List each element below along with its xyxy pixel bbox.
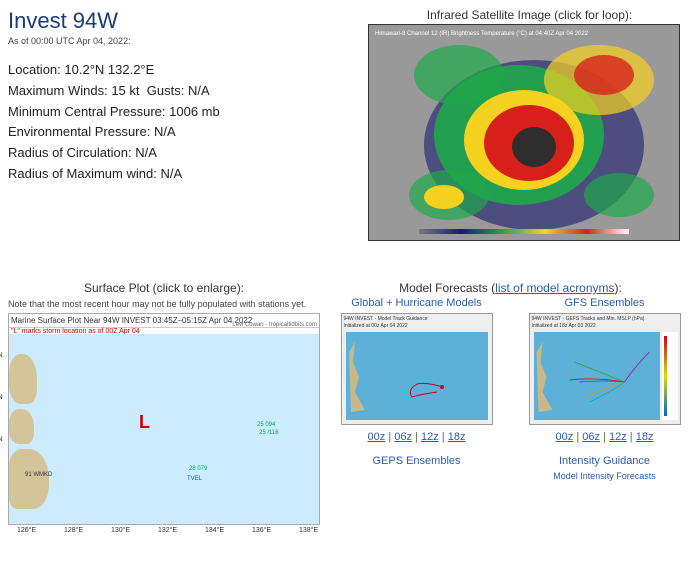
sat-image[interactable]: Himawari-8 Channel 12 (IR) Brightness Te…	[368, 24, 680, 241]
time-link-00z[interactable]: 00z	[556, 431, 574, 443]
time-link-18z[interactable]: 18z	[448, 431, 466, 443]
map-area: L 25 094 25 /116 91 WMKD 28 079 TVEL 14°…	[9, 334, 319, 524]
station-obs: 25 094	[257, 422, 275, 428]
land-shape	[9, 449, 49, 509]
thumb-sub: Initialized at 18z Apr 03 2022	[532, 323, 596, 329]
thumb-title: 94W INVEST - Model Track Guidance	[344, 316, 428, 322]
axis-label: 134°E	[205, 527, 224, 534]
axis-label: 138°E	[299, 527, 318, 534]
global-models-label: Global + Hurricane Models	[330, 297, 503, 309]
axis-label: 136°E	[252, 527, 271, 534]
surface-plot[interactable]: Marine Surface Plot Near 94W INVEST 03:4…	[8, 313, 320, 525]
sat-caption: Himawari-8 Channel 12 (IR) Brightness Te…	[375, 31, 589, 37]
axis-label: 10°N	[0, 436, 3, 443]
station-obs: 91 WMKD	[25, 472, 52, 478]
thumb-map	[534, 332, 660, 420]
time-link-12z[interactable]: 12z	[609, 431, 627, 443]
param-maxwind: Maximum Winds: 15 kt Gusts: N/A	[8, 81, 358, 102]
intensity-guidance-label: Intensity Guidance	[518, 455, 691, 467]
thumb-title: 94W INVEST - GEFS Tracks and Min. MSLP (…	[532, 316, 645, 322]
thumb-map	[346, 332, 488, 420]
acronyms-link[interactable]: list of model acronyms	[495, 281, 614, 295]
land-shape	[9, 354, 37, 404]
station-obs: 28 079	[189, 466, 207, 472]
param-mcp: Minimum Central Pressure: 1006 mb	[8, 102, 358, 123]
axis-label: 128°E	[64, 527, 83, 534]
station-obs: 25 /116	[259, 430, 279, 436]
geps-ensembles-label: GEPS Ensembles	[330, 455, 503, 467]
time-links-global: 00z | 06z | 12z | 18z	[330, 431, 503, 443]
forecast-title: Model Forecasts (list of model acronyms)…	[330, 281, 691, 295]
global-models-thumb[interactable]: 94W INVEST - Model Track Guidance Initia…	[341, 313, 493, 425]
time-link-00z[interactable]: 00z	[368, 431, 386, 443]
gfs-ensembles-thumb[interactable]: 94W INVEST - GEFS Tracks and Min. MSLP (…	[529, 313, 681, 425]
sat-title: Infrared Satellite Image (click for loop…	[368, 8, 691, 22]
legend-icon	[662, 332, 678, 420]
gfs-ensembles-label: GFS Ensembles	[518, 297, 691, 309]
time-link-18z[interactable]: 18z	[636, 431, 654, 443]
time-links-gfs: 00z | 06z | 12z | 18z	[518, 431, 691, 443]
surface-title: Surface Plot (click to enlarge):	[8, 281, 320, 295]
as-of-text: As of 00:00 UTC Apr 04, 2022:	[8, 36, 358, 46]
intensity-forecasts-label: Model Intensity Forecasts	[518, 471, 691, 481]
axis-label: 132°E	[158, 527, 177, 534]
param-rmw: Radius of Maximum wind: N/A	[8, 164, 358, 185]
param-roc: Radius of Circulation: N/A	[8, 143, 358, 164]
time-link-06z[interactable]: 06z	[582, 431, 600, 443]
axis-label: 14°N	[0, 352, 3, 359]
time-link-06z[interactable]: 06z	[394, 431, 412, 443]
axis-label: 126°E	[17, 527, 36, 534]
time-link-12z[interactable]: 12z	[421, 431, 439, 443]
axis-label: 12°N	[0, 394, 3, 401]
axis-label: 130°E	[111, 527, 130, 534]
land-shape	[9, 409, 34, 444]
page-title: Invest 94W	[8, 8, 358, 34]
param-envp: Environmental Pressure: N/A	[8, 122, 358, 143]
station-obs: TVEL	[187, 476, 202, 482]
surface-note: Note that the most recent hour may not b…	[8, 299, 320, 309]
storm-parameters: Location: 10.2°N 132.2°E Maximum Winds: …	[8, 60, 358, 185]
param-location: Location: 10.2°N 132.2°E	[8, 60, 358, 81]
plot-credit: Levi Cowan - tropicaltidbits.com	[232, 322, 317, 328]
thumb-sub: Initialized at 00z Apr 04 2022	[344, 323, 408, 329]
storm-marker: L	[139, 412, 150, 433]
